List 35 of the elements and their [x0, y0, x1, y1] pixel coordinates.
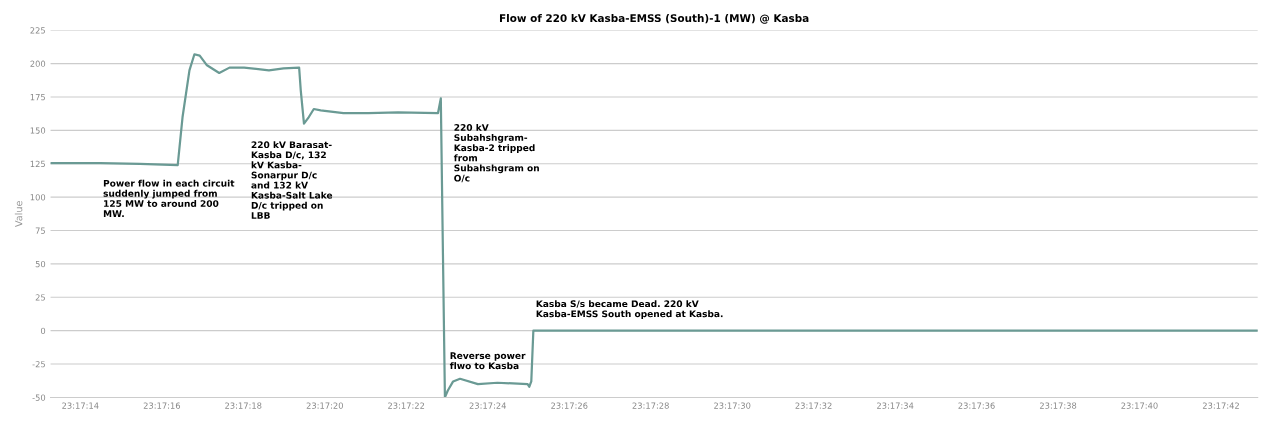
x-tick-label: 23:17:42: [1202, 402, 1239, 409]
annotation: 220 kV Subahshgram- Kasba-2 tripped from Subahshgram on O/c: [453, 123, 539, 183]
y-tick-label: 0: [40, 327, 46, 334]
annotation: 220 kV Barasat- Kasba D/c, 132 kV Kasba- Sonarpur D/c and 132 kV Kasba-Salt Lake D/c tripped on LBB: [251, 141, 333, 219]
x-tick-label: 23:17:40: [1121, 402, 1158, 409]
x-tick-label: 23:17:20: [306, 402, 343, 409]
chart-title: Flow of 220 kV Kasba-EMSS (South)-1 (MW) @ Kasba: [500, 13, 809, 24]
x-tick-label: 23:17:30: [714, 402, 751, 409]
y-tick-label: 150: [30, 127, 46, 134]
y-tick-label: 25: [35, 294, 45, 301]
y-tick-label: 225: [30, 27, 45, 34]
x-tick-label: 23:17:16: [143, 402, 181, 409]
y-tick-label: 75: [35, 227, 45, 234]
y-tick-label: -25: [32, 361, 45, 368]
x-tick-label: 23:17:36: [958, 402, 995, 409]
y-axis-title: Value: [14, 201, 23, 228]
annotation: Reverse power flwo to Kasba: [449, 352, 526, 370]
x-tick-label: 23:17:18: [225, 402, 262, 409]
x-tick-label: 23:17:28: [632, 402, 669, 409]
x-tick-label: 23:17:32: [795, 402, 832, 409]
y-tick-label: 200: [30, 60, 46, 67]
annotation: Kasba S/s became Dead. 220 kV Kasba-EMSS South opened at Kasba.: [536, 300, 723, 319]
annotation: Power flow in each circuit suddenly jumped from 125 MW to around 200 MW.: [103, 179, 235, 217]
y-tick-label: 100: [30, 194, 46, 201]
x-tick-label: 23:17:38: [1039, 402, 1077, 409]
line-series: [50, 53, 1258, 398]
x-tick-label: 23:17:26: [551, 402, 588, 409]
y-tick-label: -50: [32, 394, 46, 401]
y-tick-label: 125: [30, 160, 45, 168]
x-tick-label: 23:17:24: [469, 402, 506, 409]
x-tick-label: 23:17:22: [388, 402, 425, 409]
x-tick-label: 23:17:14: [62, 402, 99, 409]
y-tick-label: 50: [35, 260, 46, 268]
x-tick-label: 23:17:34: [877, 402, 914, 409]
y-tick-label: 175: [30, 94, 45, 101]
